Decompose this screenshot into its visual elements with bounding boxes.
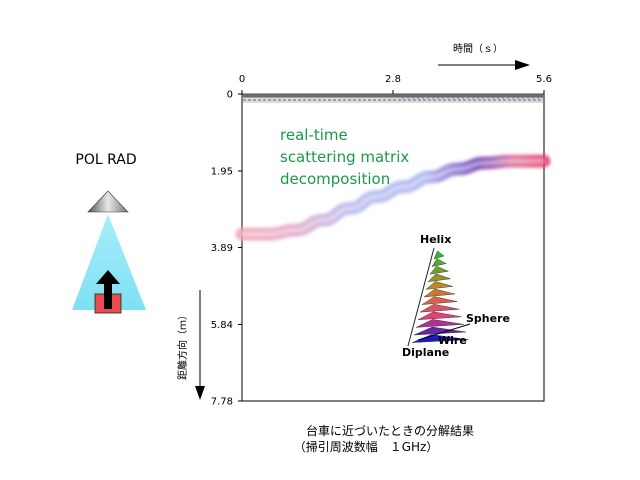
beam-cone bbox=[72, 214, 146, 310]
legend-wire: Wire bbox=[438, 334, 467, 347]
y-tick-label: 1.95 bbox=[211, 166, 233, 177]
y-tick-label: 3.89 bbox=[211, 243, 233, 254]
legend-layer bbox=[417, 311, 462, 320]
legend-layer bbox=[419, 303, 460, 313]
legend-edge bbox=[407, 247, 435, 347]
range-arrow bbox=[195, 290, 205, 400]
x-ticks: 0 2.8 5.6 bbox=[239, 74, 552, 94]
legend-layer bbox=[425, 281, 453, 290]
clutter-band bbox=[243, 92, 543, 103]
decomposition-legend bbox=[407, 247, 471, 347]
y-axis-title: 距離方向（ｍ） bbox=[176, 310, 189, 380]
plot-area: 0 2.8 5.6 0 1.95 3.89 5.84 7.78 bbox=[211, 74, 552, 408]
x-axis-title: 時間（ｓ） bbox=[453, 43, 503, 55]
legend-sphere-pointer bbox=[417, 323, 471, 341]
x-tick-label: 0 bbox=[239, 74, 245, 85]
caption-line-2: （掃引周波数幅 １GHz） bbox=[294, 439, 439, 454]
radar-antenna-icon bbox=[87, 190, 129, 213]
legend-layer bbox=[421, 296, 458, 305]
clutter-band-fill bbox=[243, 92, 543, 103]
y-tick-label: 0 bbox=[227, 90, 233, 101]
legend-helix: Helix bbox=[420, 233, 451, 246]
y-tick-label: 5.84 bbox=[211, 320, 233, 331]
overlay-text: real-time scattering matrix decompositio… bbox=[280, 126, 409, 188]
y-ticks: 0 1.95 3.89 5.84 7.78 bbox=[211, 90, 242, 408]
radar-illustration bbox=[72, 190, 146, 314]
caption-line-1: 台車に近づいたときの分解結果 bbox=[306, 423, 474, 438]
legend-layer bbox=[431, 258, 447, 267]
y-tick-label: 7.78 bbox=[211, 397, 233, 408]
legend-layer bbox=[423, 288, 456, 298]
plot-frame bbox=[241, 93, 545, 402]
x-tick-label: 2.8 bbox=[385, 74, 401, 85]
target-track-highlight bbox=[242, 159, 544, 236]
legend-layer bbox=[433, 250, 445, 260]
overlay-line-3: decomposition bbox=[280, 170, 390, 188]
radar-label: POL RAD bbox=[75, 152, 136, 168]
legend-layer bbox=[429, 265, 450, 275]
target-track bbox=[235, 154, 551, 241]
x-tick-label: 5.6 bbox=[536, 74, 552, 85]
legend-layer bbox=[427, 273, 451, 283]
legend-layer bbox=[415, 319, 464, 328]
legend-sphere: Sphere bbox=[466, 312, 510, 325]
up-arrow-icon bbox=[96, 270, 120, 309]
overlay-line-1: real-time bbox=[280, 126, 348, 144]
time-arrow bbox=[438, 60, 530, 70]
legend-diplane: Diplane bbox=[402, 346, 449, 359]
overlay-line-2: scattering matrix bbox=[280, 148, 409, 166]
